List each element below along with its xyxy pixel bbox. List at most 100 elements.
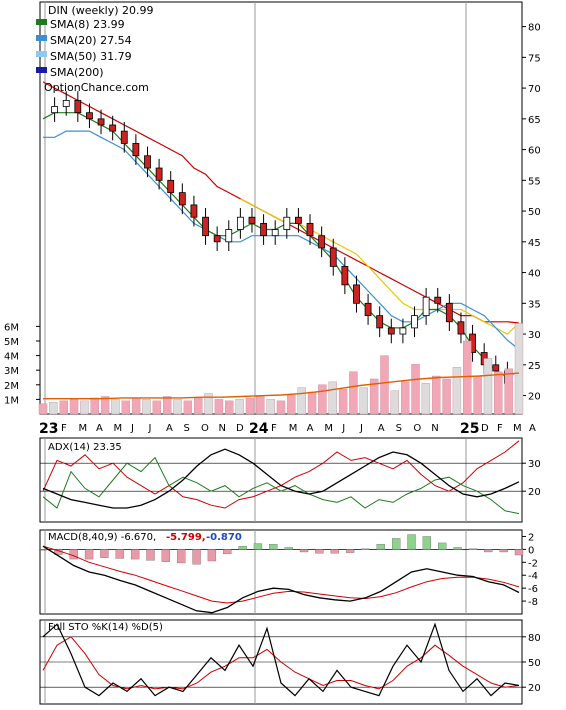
candle-body — [144, 155, 151, 169]
candle-body — [434, 296, 442, 304]
macd-histogram-bar — [253, 543, 263, 550]
macd-histogram-bar — [392, 538, 401, 550]
legend-swatch-sma20 — [36, 35, 47, 41]
volume-bar — [245, 397, 255, 415]
candle-body — [120, 130, 128, 144]
macd-panel: 2 0 -2 -4 -6 -8 — [38, 529, 538, 615]
macd-histogram-bar — [499, 549, 508, 553]
volume-bar — [142, 399, 151, 415]
price-tick-label: 70 — [528, 84, 541, 95]
price-panel-frame — [39, 1, 523, 415]
volume-tick-label: 3M — [4, 366, 19, 377]
macd-histogram-bar — [100, 549, 109, 558]
adx-title: ADX(14) 23.35 — [48, 442, 122, 453]
volume-bar — [100, 396, 110, 415]
macd-histogram-bar — [330, 549, 339, 554]
candle-body — [445, 302, 453, 323]
volume-bar — [369, 378, 379, 415]
volume-bar — [204, 393, 213, 415]
month-label: A — [529, 423, 536, 434]
macd-histogram-bar — [453, 547, 462, 550]
legend-swatch-sma50 — [36, 51, 47, 57]
macd-line — [42, 545, 520, 614]
candle-body — [364, 302, 372, 317]
volume-bar — [194, 397, 203, 415]
volume-bar — [38, 403, 48, 415]
volume-bar — [307, 391, 317, 415]
macd-histogram-bar — [514, 549, 524, 556]
adx-tick-label: 20 — [528, 487, 541, 498]
sma20-line — [43, 130, 520, 350]
month-label: F — [61, 423, 67, 434]
candle-body — [236, 216, 244, 230]
year-label: 24 — [249, 421, 269, 437]
candle-body — [306, 222, 314, 237]
macd-histogram-bar — [284, 547, 293, 550]
month-label: M — [114, 423, 123, 434]
legend-label-sma200: SMA(200) — [50, 66, 104, 79]
volume-bar — [380, 355, 389, 415]
volume-bar — [483, 358, 493, 415]
sto-tick-label: 80 — [528, 633, 541, 644]
volume-tick-label: 6M — [4, 322, 19, 333]
macd-histogram-bar — [376, 544, 385, 550]
macd-histogram-bar — [299, 549, 309, 553]
volume-bar — [256, 396, 265, 415]
legend-label-sma50: SMA(50) 31.79 — [50, 50, 132, 63]
chart-title: DIN (weekly) 20.99 — [48, 4, 153, 17]
minus-di-line — [42, 456, 520, 515]
volume-bar — [432, 375, 441, 415]
candle-body — [422, 296, 430, 317]
candle-body — [97, 118, 105, 126]
macd-histogram-bar — [192, 549, 201, 565]
candle-body — [283, 216, 291, 230]
sto-title: Full STO %K(14) %D(5) — [48, 622, 163, 633]
volume-bar — [59, 400, 68, 415]
volume-bar — [111, 399, 120, 415]
month-label: M — [324, 423, 333, 434]
candle-body — [213, 235, 221, 243]
sto-tick-label: 20 — [528, 683, 541, 694]
macd-tick-label: 2 — [528, 532, 534, 543]
sto-d-line — [42, 636, 520, 690]
volume-bar — [152, 400, 162, 415]
candle-body — [387, 327, 395, 335]
month-label: J — [130, 423, 134, 434]
candle-body — [457, 321, 465, 335]
month-label: O — [201, 423, 209, 434]
price-tick-label: 20 — [528, 392, 541, 403]
candle-body — [376, 315, 384, 329]
volume-bar — [349, 371, 358, 415]
month-label: O — [413, 423, 421, 434]
sto-k-line — [42, 622, 520, 697]
macd-histogram-bar — [207, 549, 217, 562]
candle-body — [155, 167, 163, 181]
legend-swatch-sma200 — [36, 67, 47, 73]
candle-body — [190, 204, 198, 218]
candle-body — [86, 112, 93, 120]
month-label: S — [396, 423, 402, 434]
sma8-line — [42, 112, 520, 378]
stochastic-panel: 80 50 20 — [39, 619, 541, 705]
legend: SMA(8) 23.99 SMA(20) 27.54 SMA(50) 31.79… — [36, 18, 132, 79]
candle-body — [329, 247, 337, 267]
candle-body — [248, 216, 256, 224]
candle-body — [271, 229, 279, 237]
volume-bar — [90, 397, 99, 415]
price-tick-label: 30 — [528, 330, 541, 341]
candle-body — [109, 124, 117, 132]
year-label: 25 — [460, 421, 479, 437]
macd-histogram-bar — [484, 549, 493, 553]
volume-bar — [442, 378, 451, 415]
candle-body — [318, 235, 326, 249]
volume-bar — [359, 387, 368, 415]
macd-histogram-bar — [345, 549, 355, 553]
candle-body — [399, 327, 407, 335]
candle-body — [341, 266, 349, 286]
price-tick-label: 45 — [528, 238, 541, 249]
macd-histogram-bar — [223, 549, 232, 555]
volume-bar — [514, 323, 524, 415]
volume-bar — [49, 402, 58, 415]
macd-signal-value: -5.799, — [166, 532, 206, 543]
